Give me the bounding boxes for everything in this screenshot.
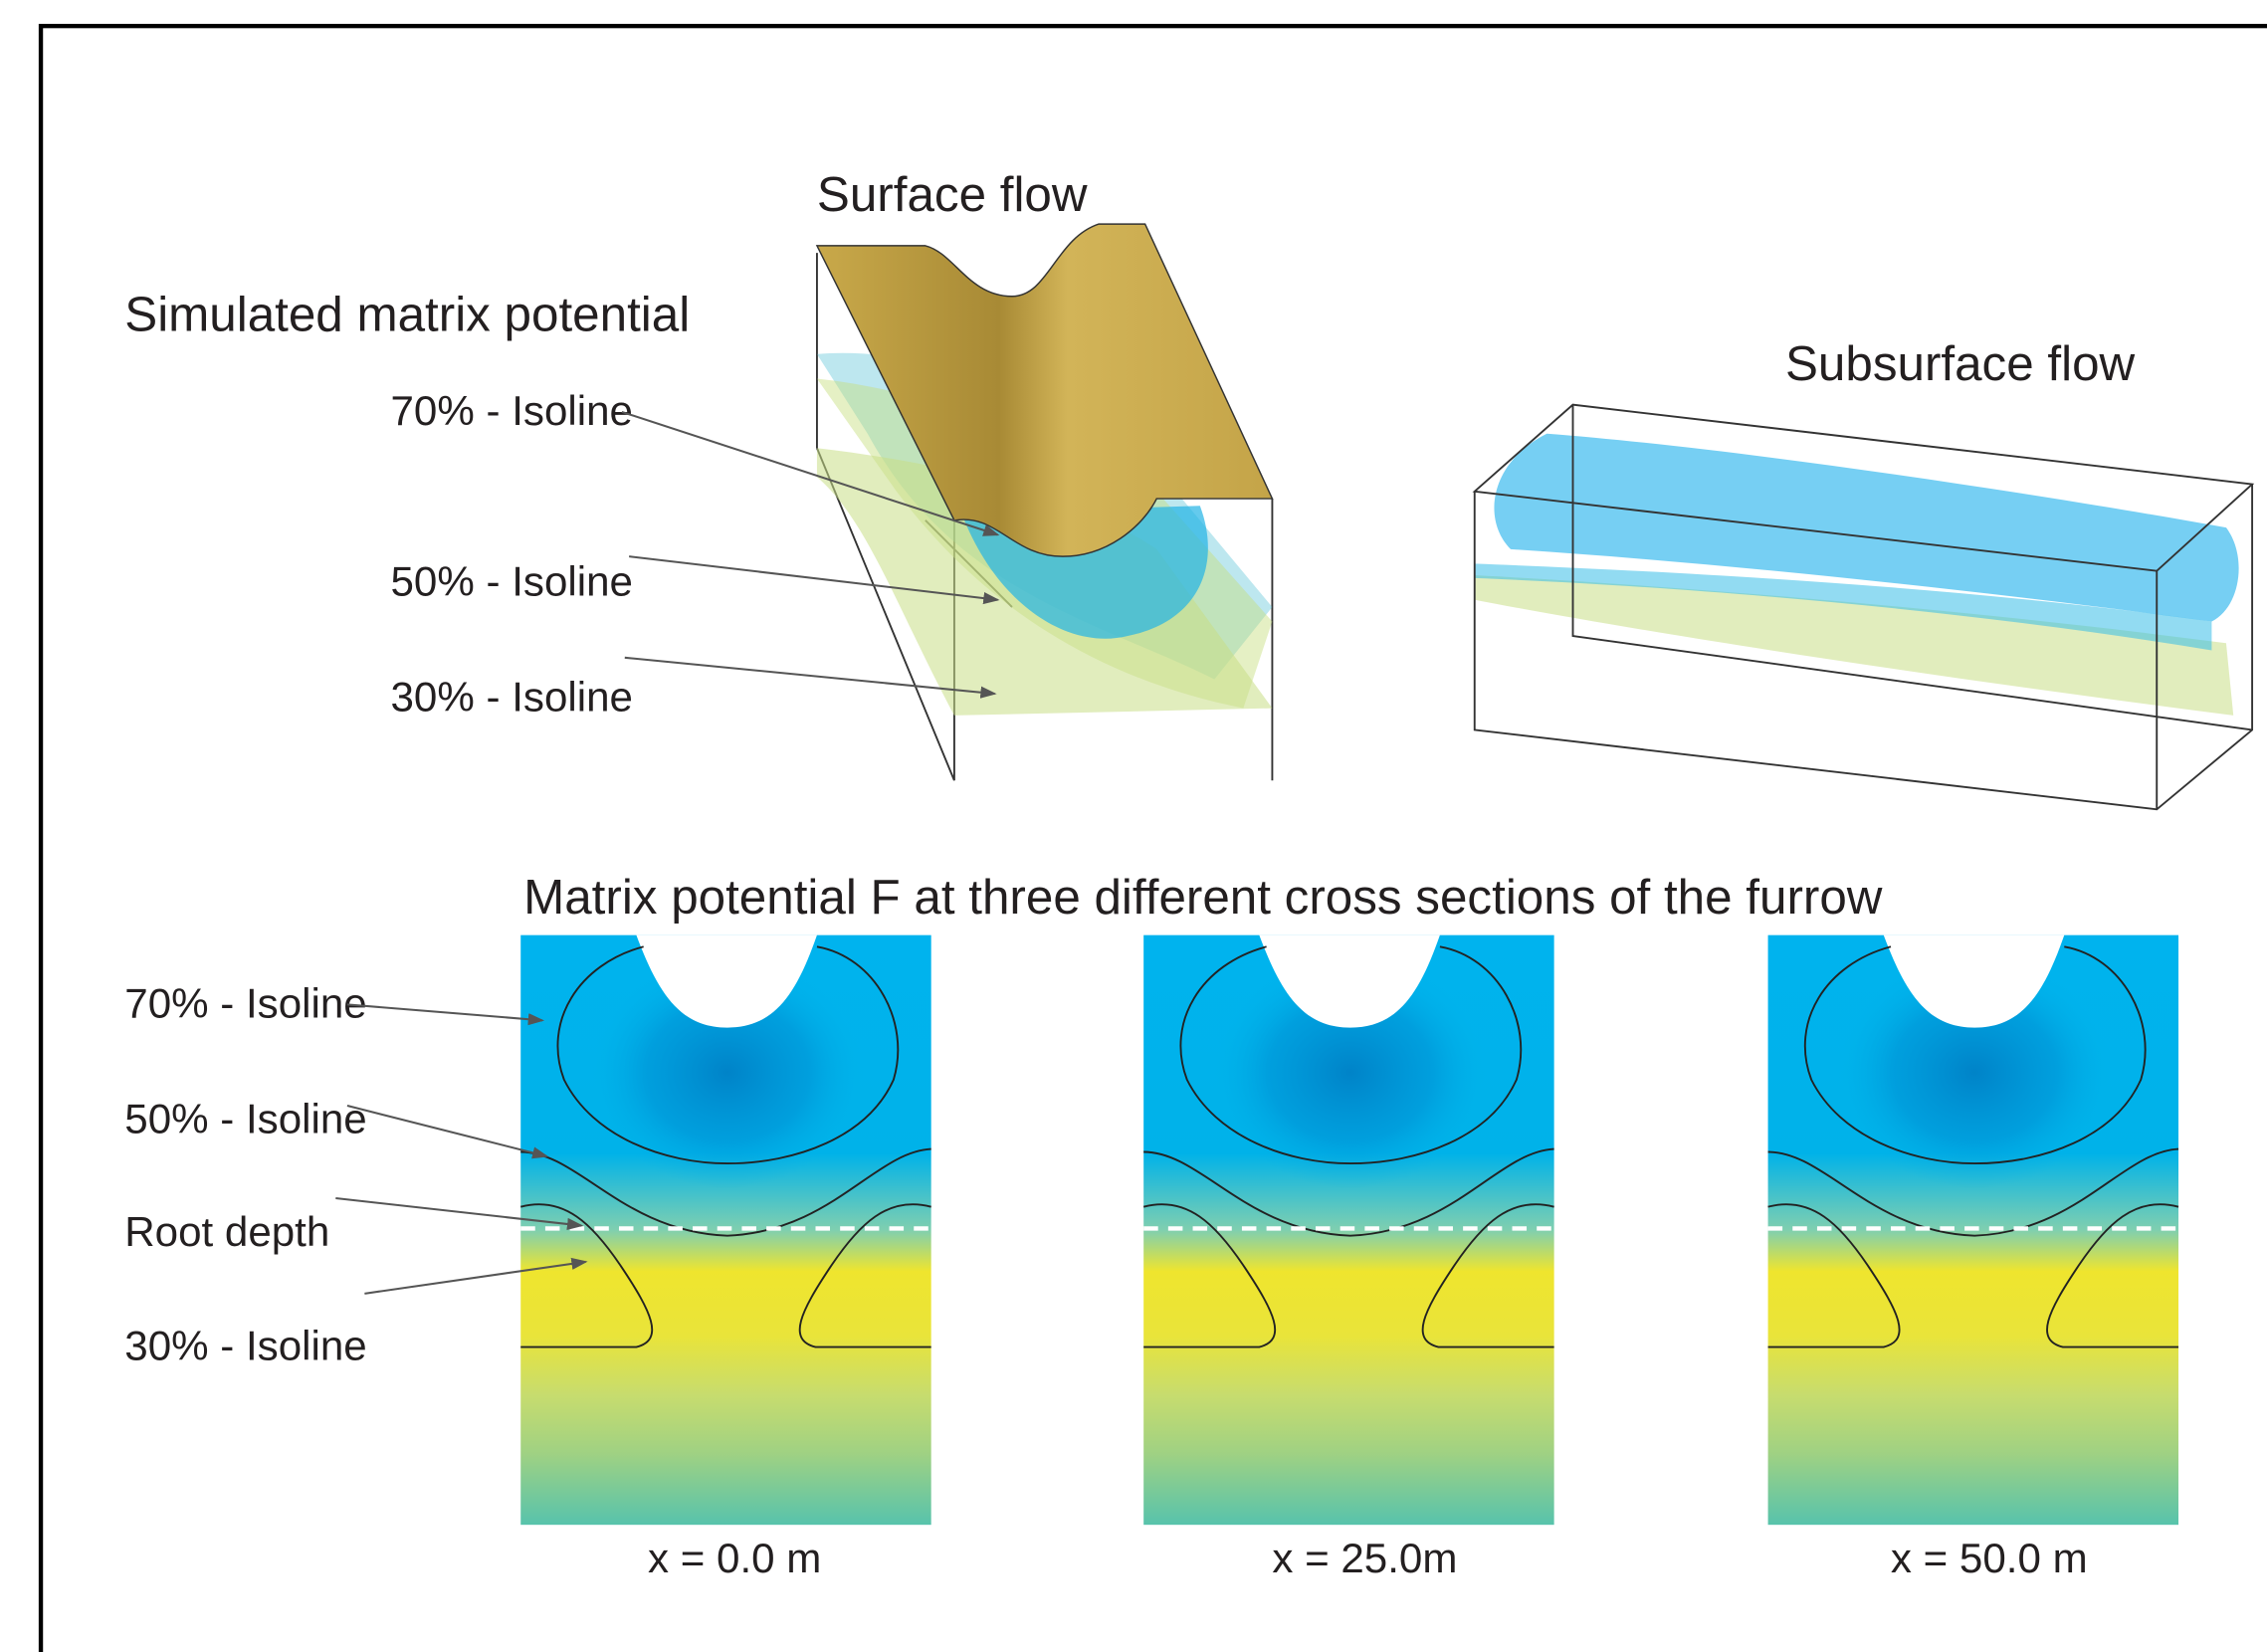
isoline-label: 70% - Isoline: [391, 387, 633, 434]
section-label: x = 50.0 m: [1891, 1535, 2088, 1581]
isoline-label: 50% - Isoline: [124, 1096, 366, 1142]
pointer: [347, 1004, 542, 1020]
isoline-label: 30% - Isoline: [124, 1323, 366, 1369]
left-title: Simulated matrix potential: [124, 288, 690, 342]
section-label: x = 0.0 m: [648, 1535, 821, 1581]
subsurface-title: Subsurface flow: [1785, 336, 2136, 391]
cross-section: [1143, 935, 1553, 1526]
surface-title: Surface flow: [817, 167, 1088, 222]
figure: Surface flow Simulated matrix potential …: [0, 0, 2267, 1652]
isoline-label: 50% - Isoline: [391, 557, 633, 604]
subsurface-flow-3d: [1475, 405, 2252, 810]
isoline-label: 70% - Isoline: [124, 979, 366, 1026]
cross-section: [520, 935, 930, 1526]
section-label: x = 25.0m: [1272, 1535, 1457, 1581]
root-depth-label: Root depth: [124, 1208, 329, 1255]
surface-flow-3d: [817, 224, 1272, 780]
bottom-title: Matrix potential F at three different cr…: [523, 870, 1883, 925]
pointer: [347, 1106, 546, 1156]
cross-section: [1768, 935, 2178, 1526]
isoline-label: 30% - Isoline: [391, 674, 633, 721]
